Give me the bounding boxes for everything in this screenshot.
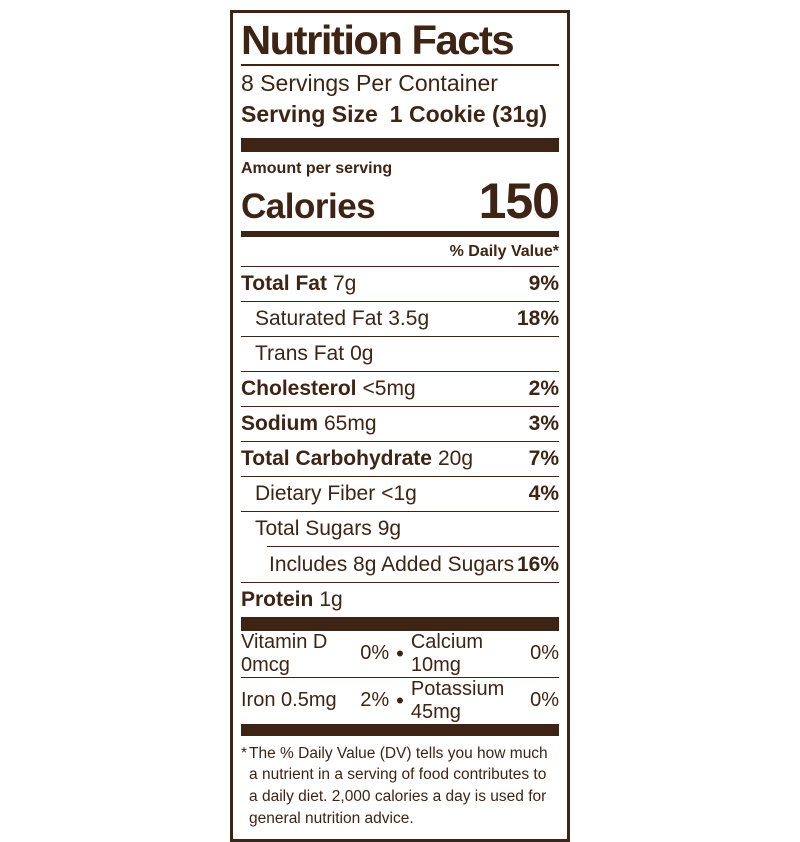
nutrient-row-total-sugars: Total Sugars 9g: [241, 510, 559, 546]
micronutrient-name: Calcium 10mg: [410, 630, 484, 676]
micronutrient-dv: 0%: [360, 642, 390, 665]
section-bar-middle: [241, 616, 559, 631]
nutrient-dv: 9%: [528, 272, 559, 296]
nutrient-amount: <5mg: [362, 377, 416, 401]
bullet-separator: •: [396, 687, 404, 713]
daily-value-header: % Daily Value*: [449, 242, 559, 260]
micronutrient-name: Vitamin D 0mcg: [241, 630, 328, 676]
nutrient-row-sodium: Sodium 65mg 3%: [241, 405, 559, 441]
nutrient-rows: Total Fat 7g 9% Saturated Fat 3.5g 18% Tra…: [241, 265, 559, 617]
nutrient-row-saturated-fat: Saturated Fat 3.5g 18%: [241, 300, 559, 336]
section-bar-bottom: [241, 723, 559, 736]
micronutrient-dv: 2%: [360, 689, 390, 712]
title-divider: [241, 64, 559, 67]
serving-size-value: 1 Cookie (31g): [389, 100, 547, 127]
micronutrient-dv: 0%: [530, 642, 560, 665]
calories-label: Calories: [241, 186, 376, 226]
nutrition-facts-label: Nutrition Facts 8 Servings Per Container…: [230, 10, 570, 842]
serving-size-label: Serving Size: [241, 100, 378, 127]
nutrient-amount: 20g: [437, 447, 474, 471]
nutrient-row-trans-fat: Trans Fat 0g: [241, 335, 559, 371]
section-bar-top: [241, 137, 559, 152]
added-sugars-indented-rule: [267, 545, 559, 547]
nutrient-amount: 65mg: [324, 412, 377, 436]
nutrient-row-added-sugars: Includes 8g Added Sugars 16%: [241, 547, 559, 582]
servings-per-container: 8 Servings Per Container: [241, 70, 498, 97]
nutrient-name: Dietary Fiber: [255, 482, 376, 506]
nutrient-amount: <1g: [381, 482, 417, 506]
nutrient-row-dietary-fiber: Dietary Fiber <1g 4%: [241, 475, 559, 511]
nutrient-name: Trans Fat: [255, 342, 345, 366]
nutrient-dv: 7%: [528, 447, 559, 471]
amount-per-serving-label: Amount per serving: [241, 159, 393, 177]
nutrient-amount: 1g: [319, 588, 343, 612]
nutrient-amount: 9g: [377, 517, 402, 541]
nutrient-name: Protein: [241, 588, 314, 612]
micronutrient-row-iron-potassium: Iron 0.5mg 2% • Potassium 45mg 0%: [241, 676, 560, 724]
serving-size-line: Serving Size 1 Cookie (31g): [241, 99, 559, 138]
nutrient-name: Saturated Fat: [255, 307, 383, 331]
nutrient-name: Total Carbohydrate: [241, 447, 432, 471]
nutrient-name: Total Sugars: [255, 517, 372, 541]
calories-divider-bar: [241, 230, 559, 237]
nutrient-dv: 18%: [516, 307, 559, 331]
nutrient-row-total-fat: Total Fat 7g 9%: [241, 265, 559, 301]
micronutrient-dv: 0%: [530, 689, 560, 712]
bullet-separator: •: [396, 640, 404, 666]
daily-value-footnote: * The % Daily Value (DV) tells you how m…: [241, 736, 559, 830]
nutrient-name: Cholesterol: [241, 377, 357, 401]
micronutrient-name: Potassium 45mg: [410, 677, 505, 723]
nutrient-name: Total Fat: [241, 272, 327, 296]
nutrient-dv: 2%: [528, 377, 559, 401]
nutrient-amount: 3.5g: [388, 307, 430, 331]
calories-row: Calories 150: [241, 172, 560, 231]
footnote-asterisk: *: [241, 744, 248, 762]
micronutrient-row-vitd-calcium: Vitamin D 0mcg 0% • Calcium 10mg 0%: [241, 631, 559, 677]
micronutrient-rows: Vitamin D 0mcg 0% • Calcium 10mg 0% Iron…: [241, 631, 559, 724]
nutrient-dv: 3%: [528, 412, 559, 436]
nutrient-row-protein: Protein 1g: [241, 581, 559, 617]
label-title: Nutrition Facts: [241, 17, 515, 63]
nutrient-name: Includes 8g Added Sugars: [269, 552, 515, 576]
nutrient-amount: 0g: [350, 342, 374, 366]
nutrient-row-cholesterol: Cholesterol <5mg 2%: [241, 370, 559, 406]
nutrient-dv: 4%: [528, 482, 559, 506]
nutrient-amount: 7g: [332, 272, 357, 296]
calories-value: 150: [478, 172, 560, 229]
nutrient-row-total-carbohydrate: Total Carbohydrate 20g 7%: [241, 440, 559, 476]
nutrient-dv: 16%: [516, 552, 559, 576]
nutrient-name: Sodium: [241, 412, 318, 436]
footnote-text: The % Daily Value (DV) tells you how muc…: [249, 744, 548, 827]
micronutrient-name: Iron 0.5mg: [241, 689, 337, 712]
